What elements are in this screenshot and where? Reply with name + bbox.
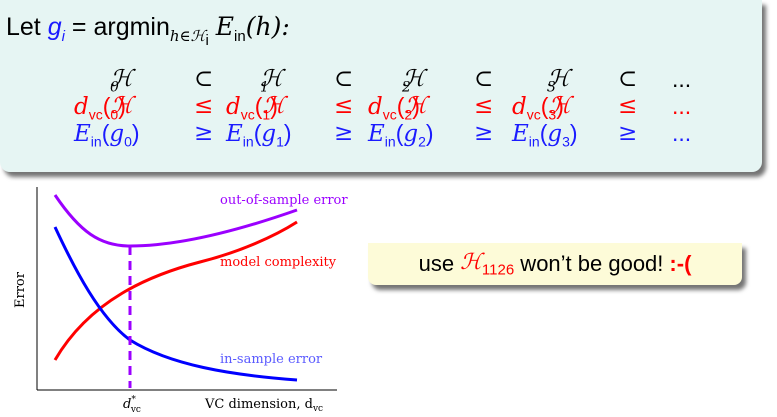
le-symbol: ≤	[474, 93, 494, 119]
model-complexity-curve	[53, 220, 298, 361]
y-axis-label: Error	[13, 271, 28, 308]
g-symbol: gi	[47, 13, 65, 45]
vc-dimension-row: dvc(ℋ 0) ≤ dvc(ℋ 1) ≤ dvc(ℋ 2) ≤ dvc(ℋ 3) ≤ …	[0, 93, 762, 123]
definition-prefix: Let	[6, 13, 41, 41]
x-axis-label: VC dimension, dvc	[204, 397, 323, 414]
argmin-text: = argmin	[64, 13, 170, 41]
in-sample-error-term: Ein(g0)	[74, 120, 140, 150]
sad-face: :-(	[669, 251, 692, 276]
vc-dimension-term: dvc(ℋ 2)	[368, 93, 428, 123]
ellipsis: ...	[672, 120, 692, 146]
subset-symbol: ⊂	[618, 66, 638, 92]
error-curve-chart: out-of-sample error model complexity in-…	[13, 187, 348, 415]
ge-symbol: ≥	[474, 120, 494, 146]
ellipsis: ...	[672, 93, 692, 119]
in-sample-error-term: Ein(g3)	[512, 120, 578, 150]
conclusion-note: use ℋ1126 won’t be good! :-(	[368, 243, 742, 285]
note-suffix: won’t be good!	[514, 251, 664, 276]
series-label-in-sample: in-sample error	[220, 352, 323, 367]
definition-line: Let gi = argminh∈ℋi Ein(h):	[6, 12, 290, 49]
subset-symbol: ⊂	[194, 66, 214, 92]
vc-dimension-term: dvc(ℋ 1)	[226, 93, 286, 123]
in-sample-error-row: Ein(g0) ≥ Ein(g1) ≥ Ein(g2) ≥ Ein(g3) ≥ …	[0, 120, 762, 150]
le-symbol: ≤	[194, 93, 214, 119]
in-sample-error-term: Ein(g2)	[368, 120, 434, 150]
le-symbol: ≤	[618, 93, 638, 119]
argmin-subscript: h∈ℋi	[169, 27, 209, 49]
in-sample-error-term: Ein(g1)	[226, 120, 292, 150]
ellipsis: ...	[672, 66, 692, 92]
subset-symbol: ⊂	[474, 66, 494, 92]
vc-dimension-term: dvc(ℋ 0)	[74, 93, 134, 123]
ein-symbol: Ein	[215, 12, 246, 45]
marker-label: d* vc	[123, 395, 141, 415]
ein-argument: (h):	[245, 12, 290, 41]
series-label-model-complexity: model complexity	[220, 255, 337, 270]
out-of-sample-error-curve	[53, 194, 298, 248]
ge-symbol: ≥	[618, 120, 638, 146]
subset-symbol: ⊂	[334, 66, 354, 92]
note-hypothesis-symbol: ℋ1126	[460, 249, 515, 279]
series-label-out-of-sample: out-of-sample error	[220, 193, 348, 208]
ge-symbol: ≥	[194, 120, 214, 146]
le-symbol: ≤	[334, 93, 354, 119]
note-prefix: use	[418, 251, 461, 276]
vc-dimension-term: dvc(ℋ 3)	[512, 93, 572, 123]
ge-symbol: ≥	[334, 120, 354, 146]
